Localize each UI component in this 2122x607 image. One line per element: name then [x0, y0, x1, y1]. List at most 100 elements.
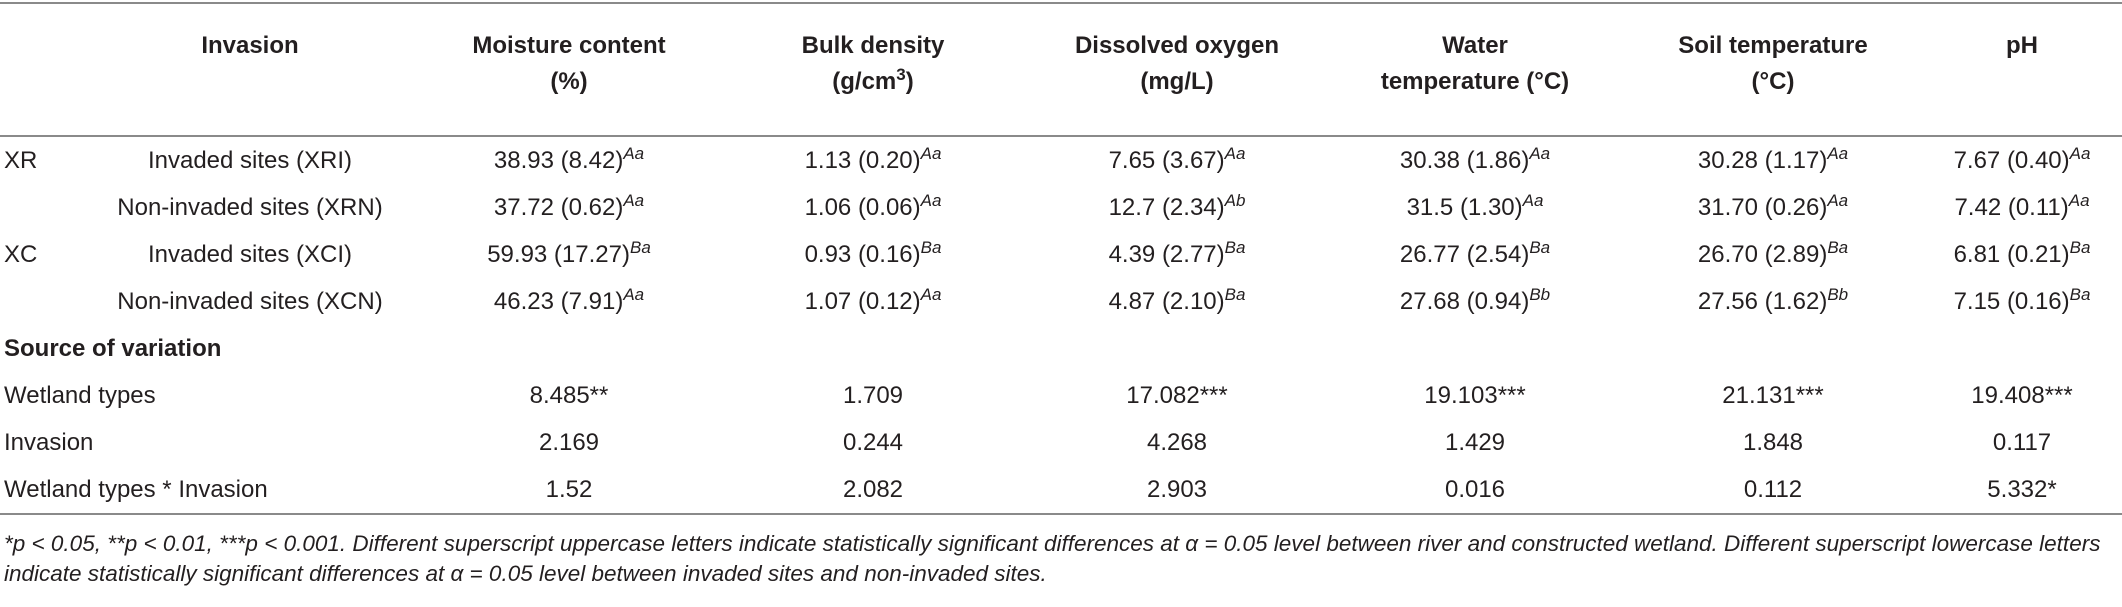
group-cell: XC	[0, 231, 80, 278]
cell-superscript: Aa	[1522, 190, 1544, 210]
cell-value: 4.87 (2.10)	[1108, 287, 1225, 315]
header-text: Invasion	[201, 32, 299, 59]
value-cell: 31.5 (1.30)Aa	[1326, 184, 1624, 231]
value-cell: 4.87 (2.10)Ba	[1028, 278, 1326, 325]
cell-value: 31.70 (0.26)	[1697, 193, 1828, 221]
header-text: temperature (°C)	[1380, 68, 1570, 95]
cell-superscript: Aa	[2068, 190, 2090, 210]
value-cell: 6.81 (0.21)Ba	[1922, 231, 2122, 278]
group-cell: XR	[0, 136, 80, 184]
site-label: Invaded sites (XCI)	[147, 240, 353, 268]
anova-row: Wetland types 8.485** 1.709 17.082*** 19.103…	[0, 372, 2122, 419]
cell-superscript: Aa	[2069, 143, 2091, 163]
value-cell: 7.15 (0.16)Ba	[1922, 278, 2122, 325]
cell-value: 1.06 (0.06)	[804, 193, 921, 221]
header-text: (g/cm	[832, 68, 897, 95]
anova-row: Wetland types * Invasion 1.52 2.082 2.903 0.…	[0, 466, 2122, 514]
anova-value: 0.244	[842, 428, 904, 456]
anova-label: Wetland types * Invasion	[4, 475, 268, 503]
anova-value: 19.408***	[1971, 381, 2073, 409]
cell-superscript: Ba	[2069, 237, 2091, 257]
value-cell: 4.39 (2.77)Ba	[1028, 231, 1326, 278]
section-title: Source of variation	[4, 334, 222, 362]
table-body: XR Invaded sites (XRI) 38.93 (8.42)Aa 1.13 …	[0, 136, 2122, 514]
site-label: Non-invaded sites (XCN)	[117, 287, 383, 315]
section-row: Source of variation	[0, 325, 2122, 372]
cell-value: 6.81 (0.21)	[1953, 240, 2070, 268]
site-label: Invaded sites (XRI)	[147, 146, 353, 174]
cell-value: 7.42 (0.11)	[1954, 193, 2069, 221]
cell-superscript: Aa	[623, 190, 645, 210]
cell-superscript: Ba	[920, 237, 942, 257]
header-cell	[0, 3, 80, 136]
cell-value: 12.7 (2.34)	[1108, 193, 1225, 221]
value-cell: 0.93 (0.16)Ba	[718, 231, 1028, 278]
value-cell: 1.06 (0.06)Aa	[718, 184, 1028, 231]
footnote: *p < 0.05, **p < 0.01, ***p < 0.001. Dif…	[4, 531, 2101, 586]
cell-value: 30.28 (1.17)	[1697, 146, 1828, 174]
cell-value: 30.38 (1.86)	[1399, 146, 1530, 174]
value-cell: 46.23 (7.91)Aa	[420, 278, 718, 325]
header-cell: Bulk density (g/cm3)	[718, 3, 1028, 136]
anova-value: 1.52	[545, 475, 593, 503]
header-text: Bulk density	[801, 32, 945, 59]
cell-value: 38.93 (8.42)	[493, 146, 624, 174]
anova-label: Wetland types	[4, 381, 156, 409]
value-cell: 59.93 (17.27)Ba	[420, 231, 718, 278]
value-cell: 30.28 (1.17)Aa	[1624, 136, 1922, 184]
cell-superscript: Aa	[920, 143, 942, 163]
anova-value: 2.903	[1146, 475, 1208, 503]
cell-value: 37.72 (0.62)	[493, 193, 624, 221]
cell-value: 27.68 (0.94)	[1399, 287, 1530, 315]
cell-superscript: Ba	[1529, 237, 1551, 257]
header-text: (%)	[550, 68, 588, 95]
anova-value: 4.268	[1146, 428, 1208, 456]
cell-value: 26.70 (2.89)	[1697, 240, 1828, 268]
value-cell: 37.72 (0.62)Aa	[420, 184, 718, 231]
group-cell	[0, 184, 80, 231]
anova-row: Invasion 2.169 0.244 4.268 1.429 1.848 0.117	[0, 419, 2122, 466]
value-cell: 31.70 (0.26)Aa	[1624, 184, 1922, 231]
anova-label: Invasion	[4, 428, 94, 456]
header-text: Moisture content	[472, 32, 666, 59]
cell-superscript: Aa	[920, 190, 942, 210]
header-cell: Water temperature (°C)	[1326, 3, 1624, 136]
value-cell: 38.93 (8.42)Aa	[420, 136, 718, 184]
header-text: pH	[2006, 32, 2038, 59]
anova-value: 17.082***	[1126, 381, 1228, 409]
value-cell: 7.42 (0.11)Aa	[1922, 184, 2122, 231]
value-cell: 7.65 (3.67)Aa	[1028, 136, 1326, 184]
cell-value: 7.67 (0.40)	[1953, 146, 2070, 174]
cell-value: 1.13 (0.20)	[804, 146, 921, 174]
cell-superscript: Ba	[1827, 237, 1849, 257]
anova-value: 5.332*	[1987, 475, 2057, 503]
value-cell: 27.68 (0.94)Bb	[1326, 278, 1624, 325]
cell-value: 1.07 (0.12)	[804, 287, 921, 315]
cell-value: 7.15 (0.16)	[1953, 287, 2070, 315]
cell-value: 4.39 (2.77)	[1108, 240, 1225, 268]
data-row: Non-invaded sites (XRN) 37.72 (0.62)Aa 1.0…	[0, 184, 2122, 231]
anova-value: 0.117	[1992, 428, 2052, 456]
value-cell: 30.38 (1.86)Aa	[1326, 136, 1624, 184]
header-text: Soil temperature	[1678, 32, 1868, 59]
header-superscript: 3	[896, 65, 906, 84]
anova-value: 2.169	[538, 428, 600, 456]
anova-value: 8.485**	[529, 381, 609, 409]
data-row: XC Invaded sites (XCI) 59.93 (17.27)Ba 0.93…	[0, 231, 2122, 278]
cell-superscript: Ba	[629, 237, 651, 257]
header-text: )	[905, 68, 914, 95]
cell-superscript: Aa	[920, 284, 942, 304]
value-cell: 1.13 (0.20)Aa	[718, 136, 1028, 184]
group-cell	[0, 278, 80, 325]
header-text: (mg/L)	[1140, 68, 1214, 95]
cell-value: 0.93 (0.16)	[804, 240, 921, 268]
value-cell: 1.07 (0.12)Aa	[718, 278, 1028, 325]
anova-value: 19.103***	[1424, 381, 1526, 409]
value-cell: 26.77 (2.54)Ba	[1326, 231, 1624, 278]
data-row: XR Invaded sites (XRI) 38.93 (8.42)Aa 1.13 …	[0, 136, 2122, 184]
group-label: XR	[4, 146, 38, 174]
anova-value: 21.131***	[1722, 381, 1824, 409]
cell-value: 46.23 (7.91)	[493, 287, 624, 315]
header-cell: pH	[1922, 3, 2122, 136]
anova-value: 1.709	[842, 381, 904, 409]
